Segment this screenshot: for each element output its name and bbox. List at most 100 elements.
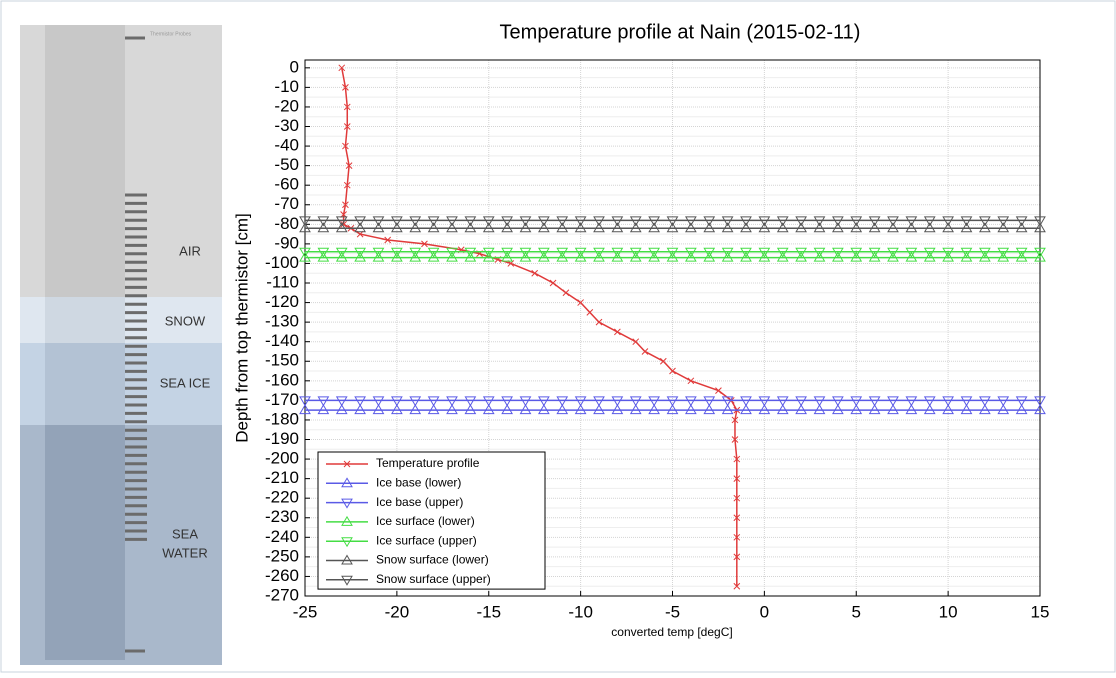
marker — [648, 396, 660, 407]
marker — [556, 396, 569, 407]
marker — [979, 404, 991, 415]
marker — [795, 404, 807, 415]
y-tick-label: -70 — [274, 194, 299, 213]
marker — [733, 582, 741, 590]
x-tick-label: -10 — [568, 602, 593, 621]
marker — [850, 222, 863, 233]
marker — [354, 216, 366, 227]
column — [45, 343, 125, 425]
marker — [409, 247, 422, 258]
marker — [960, 396, 973, 407]
marker — [317, 222, 330, 233]
marker — [721, 247, 734, 258]
marker — [335, 216, 348, 227]
marker — [421, 240, 428, 248]
marker — [795, 216, 807, 227]
marker — [740, 404, 752, 415]
marker — [685, 216, 697, 227]
marker — [758, 216, 771, 227]
marker — [997, 404, 1010, 415]
legend-label: Ice base (upper) — [376, 495, 463, 509]
marker — [1034, 396, 1046, 407]
marker — [611, 251, 624, 262]
marker — [409, 216, 422, 227]
marker — [341, 575, 353, 586]
marker — [1034, 404, 1046, 415]
marker — [795, 396, 807, 407]
plot-frame — [304, 59, 1041, 597]
marker — [887, 396, 899, 407]
marker — [372, 216, 385, 227]
marker — [501, 251, 513, 262]
marker — [354, 222, 366, 233]
marker — [942, 396, 954, 407]
marker — [501, 247, 513, 258]
marker — [942, 404, 954, 415]
marker — [758, 247, 771, 258]
legend-label: Ice surface (upper) — [376, 533, 477, 547]
marker — [868, 247, 881, 258]
y-tick-label: -90 — [274, 233, 299, 252]
marker — [868, 251, 881, 262]
marker — [832, 404, 844, 415]
marker — [629, 222, 642, 233]
marker — [391, 251, 403, 262]
marker — [887, 222, 899, 233]
marker — [556, 251, 569, 262]
marker — [384, 236, 392, 244]
marker — [343, 103, 351, 111]
y-tick-label: -10 — [274, 77, 299, 96]
y-tick-label: -260 — [265, 566, 299, 585]
marker — [832, 216, 844, 227]
marker — [593, 404, 605, 415]
marker — [519, 222, 532, 233]
marker — [703, 247, 716, 258]
marker — [593, 251, 605, 262]
marker — [629, 247, 642, 258]
marker — [335, 396, 348, 407]
x-tick-label: -25 — [293, 602, 318, 621]
x-tick-label: -5 — [665, 602, 680, 621]
marker — [703, 216, 716, 227]
marker — [887, 404, 899, 415]
marker — [464, 247, 477, 258]
marker — [335, 222, 348, 233]
marker — [813, 216, 826, 227]
marker — [1034, 251, 1046, 262]
layer-label: AIR — [179, 243, 201, 258]
marker — [923, 247, 936, 258]
marker — [666, 404, 679, 415]
y-tick-label: -20 — [274, 96, 299, 115]
marker — [317, 247, 330, 258]
marker — [740, 216, 752, 227]
marker — [482, 247, 495, 258]
marker — [997, 222, 1010, 233]
marker — [733, 553, 741, 561]
marker — [942, 251, 954, 262]
marker — [342, 84, 349, 91]
marker — [733, 475, 741, 482]
marker — [372, 404, 385, 415]
y-tick-label: -120 — [265, 292, 299, 311]
y-tick-label: -270 — [265, 585, 299, 604]
x-tick-label: 5 — [852, 602, 861, 621]
marker — [979, 396, 991, 407]
marker — [446, 396, 458, 407]
marker — [795, 222, 807, 233]
marker — [614, 328, 621, 336]
probe-label: Thermistor Probes — [150, 31, 192, 37]
marker — [501, 404, 513, 415]
marker — [409, 396, 422, 407]
marker — [427, 247, 440, 258]
marker — [731, 436, 739, 443]
marker — [586, 308, 594, 316]
marker — [538, 247, 550, 258]
marker — [299, 251, 311, 262]
marker — [832, 222, 844, 233]
marker — [538, 404, 550, 415]
marker — [574, 216, 587, 227]
marker — [721, 396, 734, 407]
marker — [538, 396, 550, 407]
marker — [685, 222, 697, 233]
marker — [519, 247, 532, 258]
